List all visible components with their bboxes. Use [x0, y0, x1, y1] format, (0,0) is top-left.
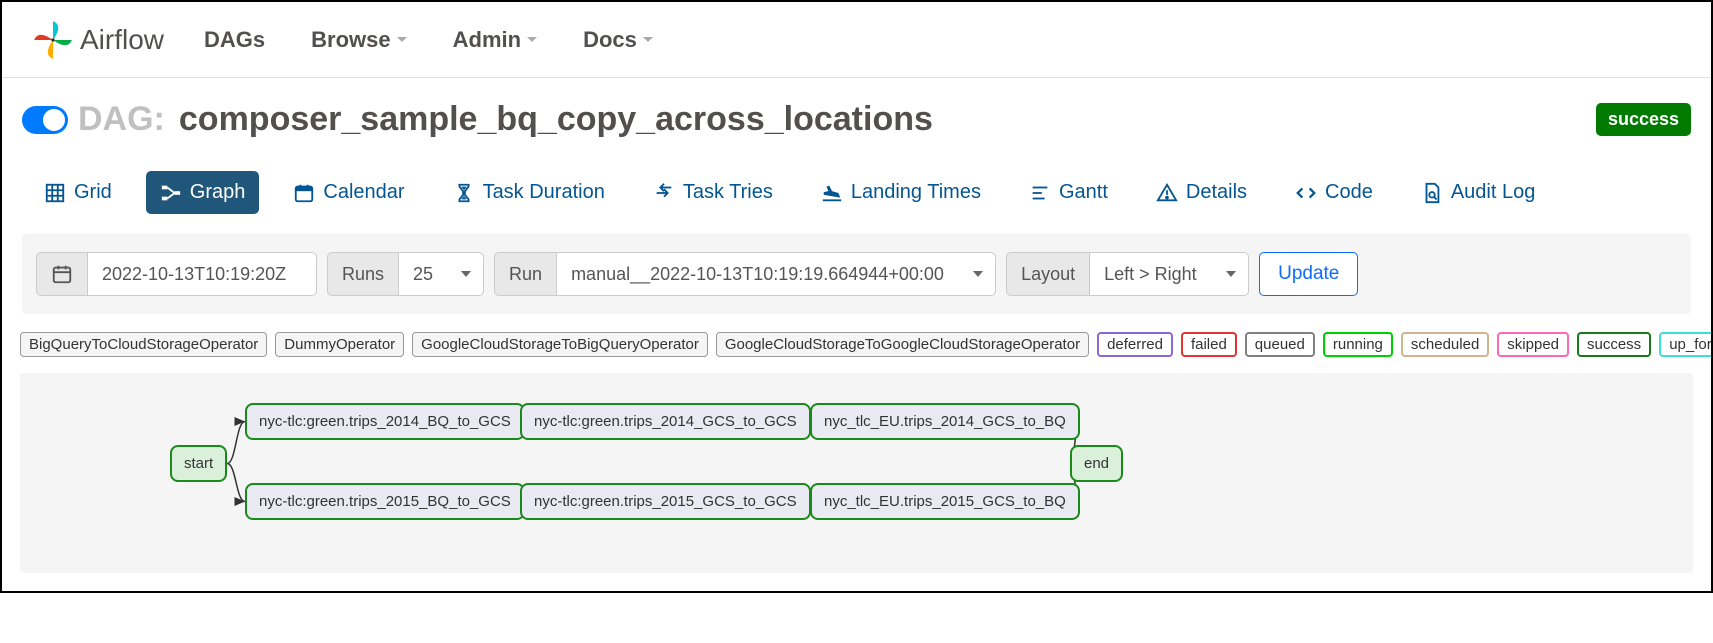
- tab-label: Code: [1325, 181, 1373, 204]
- state-chip-skipped[interactable]: skipped: [1497, 332, 1569, 357]
- tab-calendar[interactable]: Calendar: [279, 171, 418, 214]
- chevron-down-icon: [397, 37, 407, 42]
- task-node-a1[interactable]: nyc-tlc:green.trips_2014_BQ_to_GCS: [245, 403, 525, 440]
- tab-task-tries[interactable]: Task Tries: [639, 171, 787, 214]
- tab-label: Task Duration: [483, 181, 605, 204]
- tab-details[interactable]: Details: [1142, 171, 1261, 214]
- operator-chip[interactable]: DummyOperator: [275, 332, 404, 357]
- task-tries-icon: [653, 182, 675, 204]
- tab-task-duration[interactable]: Task Duration: [439, 171, 619, 214]
- landing-times-icon: [821, 182, 843, 204]
- dag-enable-toggle[interactable]: [22, 106, 68, 134]
- chevron-down-icon: [527, 37, 537, 42]
- state-chip-failed[interactable]: failed: [1181, 332, 1237, 357]
- task-node-a2[interactable]: nyc-tlc:green.trips_2015_BQ_to_GCS: [245, 483, 525, 520]
- run-select[interactable]: manual__2022-10-13T10:19:19.664944+00:00: [556, 252, 996, 296]
- state-chip-up_for_reschedule[interactable]: up_for_reschedule: [1659, 332, 1711, 357]
- task-node-c2[interactable]: nyc_tlc_EU.trips_2015_GCS_to_BQ: [810, 483, 1080, 520]
- task-node-b1[interactable]: nyc-tlc:green.trips_2014_GCS_to_GCS: [520, 403, 811, 440]
- dag-name: composer_sample_bq_copy_across_locations: [179, 100, 933, 139]
- brand-text: Airflow: [80, 24, 164, 56]
- operator-chip[interactable]: GoogleCloudStorageToGoogleCloudStorageOp…: [716, 332, 1089, 357]
- gantt-icon: [1029, 182, 1051, 204]
- update-button[interactable]: Update: [1259, 252, 1358, 296]
- tab-label: Graph: [190, 181, 246, 204]
- brand-logo[interactable]: Airflow: [32, 19, 164, 61]
- operator-chip[interactable]: BigQueryToCloudStorageOperator: [20, 332, 267, 357]
- tab-code[interactable]: Code: [1281, 171, 1387, 214]
- details-icon: [1156, 182, 1178, 204]
- tab-grid[interactable]: Grid: [30, 171, 126, 214]
- tab-label: Details: [1186, 181, 1247, 204]
- tab-graph[interactable]: Graph: [146, 171, 260, 214]
- nav-link-dags[interactable]: DAGs: [204, 27, 265, 53]
- tab-label: Landing Times: [851, 181, 981, 204]
- operator-chip[interactable]: GoogleCloudStorageToBigQueryOperator: [412, 332, 708, 357]
- base-date-input[interactable]: 2022-10-13T10:19:20Z: [87, 252, 317, 296]
- tab-audit-log[interactable]: Audit Log: [1407, 171, 1550, 214]
- chevron-down-icon: [643, 37, 653, 42]
- nav-link-admin[interactable]: Admin: [453, 27, 537, 53]
- nav-link-browse[interactable]: Browse: [311, 27, 406, 53]
- layout-label: Layout: [1006, 252, 1089, 296]
- tab-label: Task Tries: [683, 181, 773, 204]
- state-chip-queued[interactable]: queued: [1245, 332, 1315, 357]
- task-node-start[interactable]: start: [170, 445, 227, 482]
- dag-title-row: DAG: composer_sample_bq_copy_across_loca…: [2, 78, 1711, 139]
- legend-row: BigQueryToCloudStorageOperator DummyOpera…: [2, 314, 1711, 367]
- nav-link-docs[interactable]: Docs: [583, 27, 653, 53]
- tab-label: Audit Log: [1451, 181, 1536, 204]
- audit-log-icon: [1421, 182, 1443, 204]
- airflow-pinwheel-icon: [32, 19, 74, 61]
- code-icon: [1295, 182, 1317, 204]
- layout-select[interactable]: Left > Right: [1089, 252, 1249, 296]
- grid-icon: [44, 182, 66, 204]
- state-chip-running[interactable]: running: [1323, 332, 1393, 357]
- state-chip-scheduled[interactable]: scheduled: [1401, 332, 1489, 357]
- runs-label: Runs: [327, 252, 398, 296]
- task-node-b2[interactable]: nyc-tlc:green.trips_2015_GCS_to_GCS: [520, 483, 811, 520]
- calendar-icon: [293, 182, 315, 204]
- filter-bar: 2022-10-13T10:19:20Z Runs 25 Run manual_…: [22, 234, 1691, 314]
- view-tabs: Grid Graph Calendar Task Duration Task Tries…: [2, 139, 1711, 234]
- dag-prefix: DAG:: [78, 100, 165, 139]
- tab-label: Grid: [74, 181, 112, 204]
- top-navbar: Airflow DAGs Browse Admin Docs: [2, 2, 1711, 78]
- tab-label: Gantt: [1059, 181, 1108, 204]
- tab-gantt[interactable]: Gantt: [1015, 171, 1122, 214]
- run-status-badge: success: [1596, 103, 1691, 136]
- task-node-c1[interactable]: nyc_tlc_EU.trips_2014_GCS_to_BQ: [810, 403, 1080, 440]
- tab-landing-times[interactable]: Landing Times: [807, 171, 995, 214]
- state-chip-success[interactable]: success: [1577, 332, 1651, 357]
- graph-icon: [160, 182, 182, 204]
- runs-select[interactable]: 25: [398, 252, 484, 296]
- run-label: Run: [494, 252, 556, 296]
- calendar-icon-button[interactable]: [36, 252, 87, 296]
- nav-links: DAGs Browse Admin Docs: [204, 27, 653, 53]
- task-node-end[interactable]: end: [1070, 445, 1123, 482]
- state-chip-deferred[interactable]: deferred: [1097, 332, 1173, 357]
- graph-canvas[interactable]: startnyc-tlc:green.trips_2014_BQ_to_GCSn…: [20, 373, 1693, 573]
- task-duration-icon: [453, 182, 475, 204]
- tab-label: Calendar: [323, 181, 404, 204]
